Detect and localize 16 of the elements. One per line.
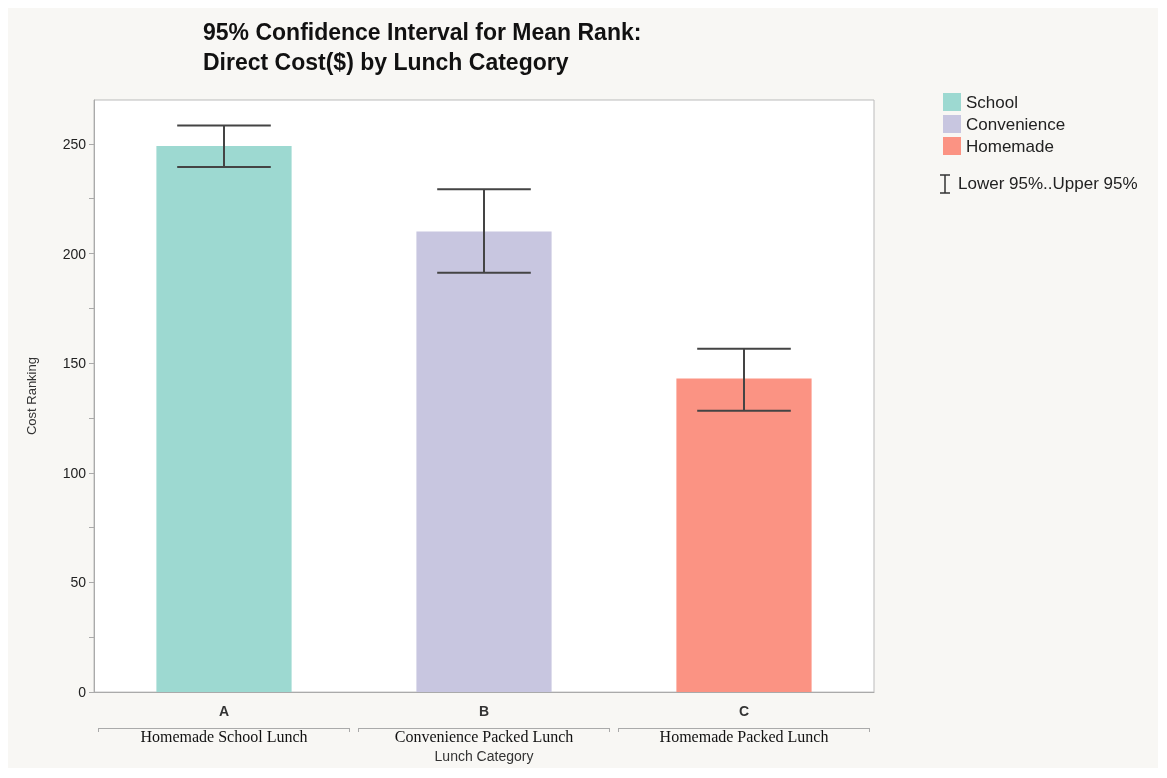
y-tick-label: 100 (62, 464, 87, 481)
x-tick-label: A Homemade School Lunch (140, 703, 308, 745)
x-axis-title: Lunch Category (434, 748, 534, 764)
y-tick-label: 200 (62, 245, 87, 262)
text: Lower 95%..Upper 95% (958, 174, 1138, 194)
x-tick-label: B Convenience Packed Lunch (394, 703, 574, 745)
y-tick-label: 0 (78, 684, 87, 701)
chart-title: 95% Confidence Interval for Mean Rank: Direct Cost($) by Lunch Category (203, 19, 642, 75)
legend-label: Homemade (966, 136, 1054, 156)
x-tick-label: C Homemade Packed Lunch (659, 703, 829, 745)
y-axis-title: Cost Ranking (24, 357, 39, 436)
legend-label: Convenience (966, 114, 1066, 134)
y-tick-label: 250 (62, 135, 87, 152)
legend-label: School (966, 92, 1018, 112)
y-tick-label: 50 (70, 574, 87, 591)
y-tick-label: 150 (62, 355, 87, 372)
